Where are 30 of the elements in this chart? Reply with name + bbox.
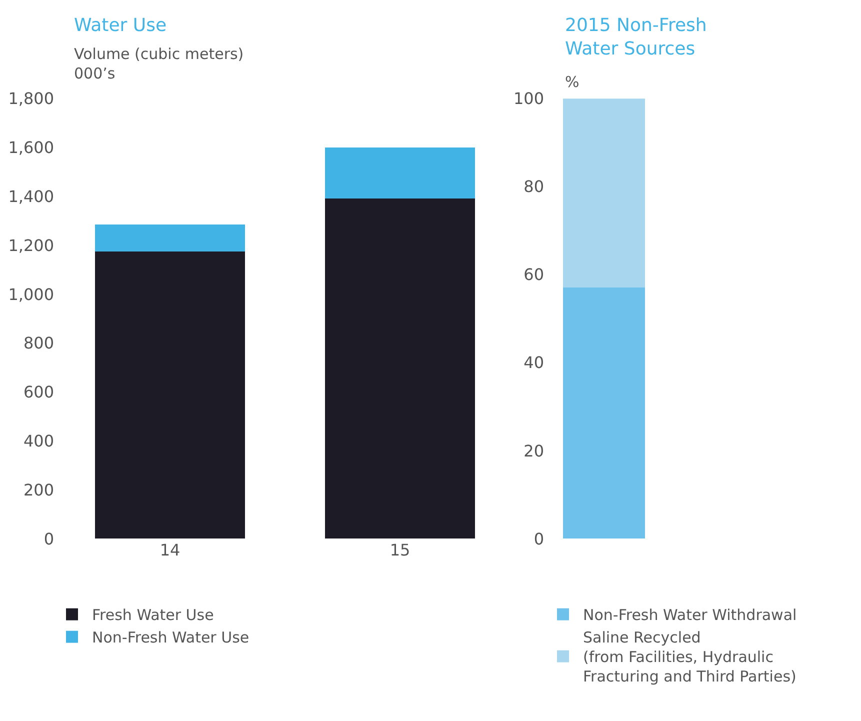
y-axis-title: % (565, 73, 580, 91)
bar (325, 198, 475, 539)
y-tick-label: 800 (23, 334, 54, 353)
legend-label: Fresh Water Use (92, 606, 214, 624)
y-tick-label: 1,600 (8, 138, 54, 158)
y-tick-label: 600 (23, 382, 54, 402)
legend-label: Non-Fresh Water Use (92, 628, 250, 647)
y-tick-label: 40 (524, 353, 544, 372)
y-tick-label: 200 (23, 480, 54, 500)
y-tick-label: 60 (524, 265, 544, 284)
y-tick-label: 80 (524, 177, 544, 196)
y-tick-label: 1,200 (8, 236, 54, 255)
y-tick-label: 20 (524, 441, 544, 460)
y-tick-label: 1,000 (8, 284, 54, 304)
legend-label: Saline Recycled (from Facilities, Hydraulic Fracturing and Third Parties) (583, 628, 796, 686)
x-tick-label: 14 (160, 540, 180, 560)
chart-title: Water Use (74, 15, 167, 36)
y-tick-label: 0 (534, 529, 544, 548)
x-tick-label: 15 (390, 540, 410, 560)
bar (325, 148, 475, 199)
bar (95, 224, 245, 252)
y-axis-title: Volume (cubic meters) 000’s (74, 45, 244, 82)
bar (95, 252, 245, 539)
y-tick-label: 100 (513, 89, 544, 108)
chart-title: 2015 Non-Fresh Water Sources (565, 15, 707, 60)
legend-label: Non-Fresh Water Withdrawal (583, 606, 797, 624)
y-tick-label: 1,400 (8, 186, 54, 206)
y-tick-label: 0 (44, 529, 54, 548)
y-tick-label: 1,800 (8, 89, 54, 108)
y-tick-label: 400 (23, 431, 54, 450)
